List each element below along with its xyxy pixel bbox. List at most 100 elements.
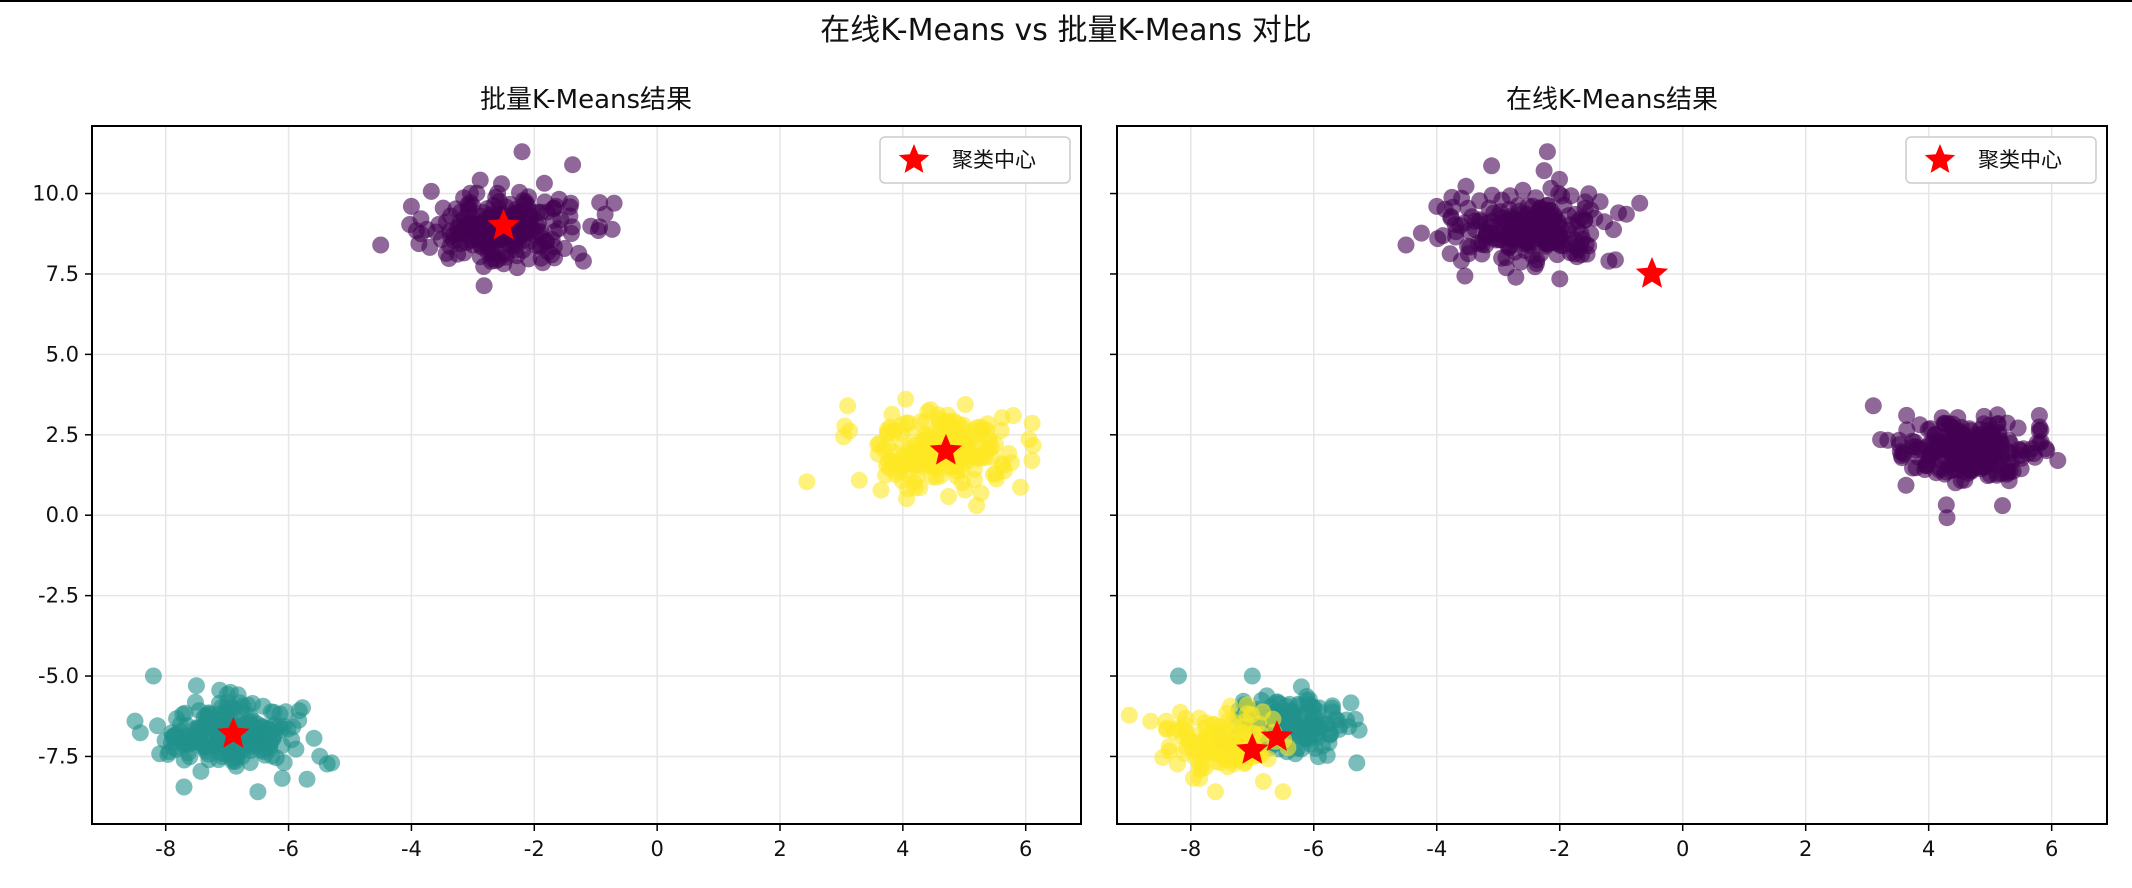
data-point [1989, 465, 2007, 482]
data-point [1243, 667, 1261, 685]
data-point [1206, 783, 1224, 801]
data-point [421, 238, 439, 256]
data-point [1958, 449, 1976, 467]
data-point [1142, 712, 1160, 730]
cluster-center-star [929, 433, 962, 465]
data-point [1023, 414, 1041, 432]
data-point [1397, 236, 1415, 254]
data-point [176, 704, 194, 722]
data-point [941, 418, 959, 436]
data-point [1004, 407, 1022, 424]
axes-frame [1116, 125, 2108, 825]
data-point [199, 738, 217, 756]
data-point [1305, 698, 1323, 716]
data-point [1985, 447, 2003, 465]
data-point [251, 720, 269, 738]
legend-label: 聚类中心 [1978, 148, 2062, 172]
data-point [872, 481, 890, 499]
data-point [1463, 208, 1481, 226]
data-point [1020, 430, 1038, 448]
data-point [1976, 458, 1993, 476]
cluster-center-star [1236, 733, 1269, 764]
data-point [1483, 157, 1501, 175]
data-point [839, 397, 857, 415]
data-point [1504, 230, 1522, 248]
cluster-center-star [487, 208, 520, 240]
data-point [841, 422, 859, 440]
data-point [1535, 162, 1553, 180]
data-point [1177, 738, 1195, 756]
data-point [1908, 438, 1925, 456]
legend-box [1905, 136, 2097, 184]
data-point [1318, 746, 1336, 764]
data-point [1898, 406, 1916, 424]
data-point [290, 702, 308, 720]
cluster-center-star [217, 716, 250, 748]
cluster-center-star [1635, 257, 1669, 288]
data-point [1897, 476, 1915, 494]
data-point [1478, 223, 1496, 241]
data-point [582, 217, 600, 235]
data-point [1998, 414, 2016, 432]
data-point [940, 488, 957, 505]
data-point [550, 220, 568, 238]
y-tick-label: 10.0 [32, 182, 79, 206]
data-point [1170, 667, 1187, 685]
data-point [1428, 197, 1446, 215]
legend-label: 聚类中心 [952, 148, 1036, 172]
data-point [1610, 204, 1627, 222]
data-point [1596, 213, 1613, 231]
data-point [1215, 725, 1233, 743]
data-point [402, 197, 420, 215]
data-point [471, 171, 489, 189]
data-point [1348, 754, 1366, 772]
data-point [1864, 397, 1882, 415]
data-point [954, 461, 971, 479]
data-point [886, 422, 904, 440]
y-tick-label: 7.5 [46, 262, 79, 286]
data-point [1120, 706, 1138, 724]
data-point [965, 471, 983, 488]
online-kmeans-panel: 在线K-Means结果 -8 -6 -4 -2 0 2 4 6 聚类中心 [1110, 85, 2108, 861]
x-tick-label: 6 [1019, 837, 1032, 861]
data-point [149, 717, 166, 735]
data-point [1012, 478, 1029, 496]
data-point [2031, 434, 2049, 452]
data-point [249, 783, 267, 801]
data-point [422, 182, 440, 200]
data-point [498, 245, 515, 263]
data-point [195, 708, 213, 726]
data-point [523, 203, 541, 221]
y-tick-label: 5.0 [46, 342, 79, 366]
data-point [968, 497, 986, 515]
data-point [1320, 734, 1338, 752]
data-point [555, 240, 573, 257]
data-point [254, 697, 272, 715]
data-point [1535, 228, 1553, 246]
data-point [1936, 415, 1954, 433]
data-point [275, 754, 293, 772]
data-point [1551, 270, 1569, 288]
data-point [459, 202, 477, 220]
data-point [372, 236, 390, 254]
data-point [1523, 246, 1541, 264]
data-point [1292, 678, 1310, 696]
data-point [277, 703, 295, 721]
data-point [475, 277, 493, 295]
data-point [2030, 407, 2048, 424]
data-point [1453, 189, 1471, 207]
data-point [1539, 197, 1556, 215]
data-point [144, 667, 162, 685]
data-point [535, 174, 553, 192]
cluster-center-star [1260, 720, 1293, 751]
panel-title-batch: 批量K-Means结果 [480, 85, 692, 115]
axes-frame [91, 125, 1082, 825]
y-tick-label: 0.0 [46, 503, 79, 527]
data-point [1551, 170, 1568, 188]
data-point [1631, 194, 1649, 212]
data-point [165, 739, 183, 757]
data-point [1456, 267, 1474, 285]
data-point [1350, 721, 1368, 739]
data-point [1548, 246, 1566, 264]
x-tick-label: -2 [524, 837, 545, 861]
